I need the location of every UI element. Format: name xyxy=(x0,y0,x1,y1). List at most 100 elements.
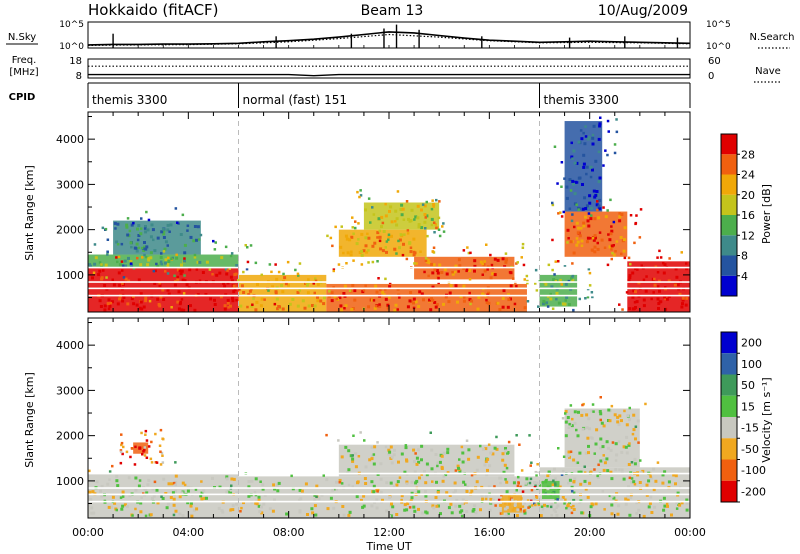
power-scatter-cell xyxy=(406,229,410,232)
power-scatter-cell xyxy=(193,253,197,257)
noise-left-tick-bottom: 10^0 xyxy=(59,42,84,52)
power-cell xyxy=(428,298,431,302)
velocity-cell xyxy=(627,443,631,447)
velocity-scatter-cell xyxy=(359,431,362,434)
power-scatter-cell xyxy=(469,302,472,306)
power-cell xyxy=(487,291,491,295)
power-scatter-cell xyxy=(606,153,609,157)
velocity-cell xyxy=(481,447,485,451)
power-cell xyxy=(431,285,435,289)
power-cell xyxy=(139,292,143,296)
power-scatter-cell xyxy=(591,133,595,137)
power-cell xyxy=(137,224,141,227)
velocity-cell xyxy=(467,448,471,452)
power-cell xyxy=(343,284,347,288)
velocity-scatter-cell xyxy=(153,480,157,484)
velocity-scatter-cell xyxy=(576,461,580,464)
power-cell xyxy=(106,302,110,306)
velocity-scatter-cell xyxy=(505,466,509,470)
velocity-scatter-cell xyxy=(628,442,631,445)
power-cell xyxy=(213,298,216,302)
power-cell xyxy=(163,261,167,265)
velocity-scatter-cell xyxy=(545,478,548,482)
power-scatter-cell xyxy=(159,260,163,263)
velocity-scatter-cell xyxy=(599,396,602,399)
velocity-scatter-cell xyxy=(290,474,293,478)
velocity-cell xyxy=(189,504,193,508)
velocity-cell xyxy=(111,495,115,499)
velocity-cell xyxy=(115,479,119,483)
power-colorbar-tick-label-2: 8 xyxy=(741,250,748,263)
power-cell xyxy=(223,284,227,288)
power-cell xyxy=(549,297,553,301)
power-cell xyxy=(571,279,575,283)
power-cell xyxy=(580,137,584,141)
velocity-scatter-cell xyxy=(583,471,587,474)
velocity-colorbar-swatch xyxy=(721,459,737,481)
velocity-cell xyxy=(610,512,614,516)
velocity-cell xyxy=(672,473,676,477)
power-cell xyxy=(580,239,584,243)
velocity-cell xyxy=(95,480,99,484)
power-cell xyxy=(220,256,224,260)
power-scatter-cell xyxy=(227,306,230,309)
power-cell xyxy=(631,271,635,275)
power-cell xyxy=(189,235,193,239)
power-scatter-cell xyxy=(431,199,434,202)
power-cell xyxy=(591,136,595,140)
power-cell xyxy=(127,256,130,260)
power-cell xyxy=(448,291,452,295)
velocity-cell xyxy=(387,452,391,456)
velocity-cell xyxy=(552,467,556,471)
velocity-scatter-cell xyxy=(298,498,301,502)
velocity-cell xyxy=(449,502,453,506)
power-cell xyxy=(333,295,337,299)
velocity-scatter-cell xyxy=(563,502,566,505)
power-scatter-cell xyxy=(486,268,489,271)
power-scatter-cell xyxy=(134,247,138,250)
velocity-cell xyxy=(674,482,677,486)
velocity-scatter-cell xyxy=(108,478,111,481)
velocity-cell xyxy=(325,478,329,482)
velocity-cell xyxy=(654,479,658,483)
power-cell xyxy=(382,293,386,297)
power-cell xyxy=(483,269,487,273)
velocity-scatter-cell xyxy=(111,464,114,468)
power-scatter-cell xyxy=(614,250,617,253)
velocity-cell xyxy=(474,511,478,515)
power-cell xyxy=(180,263,183,267)
power-cell xyxy=(542,302,545,306)
power-cell xyxy=(412,237,416,241)
velocity-scatter-cell xyxy=(161,461,165,464)
velocity-gap-line xyxy=(88,487,690,489)
velocity-scatter-cell xyxy=(561,417,565,420)
power-cell xyxy=(598,122,602,126)
power-cell xyxy=(585,206,589,210)
noise-right-tick-top: 10^5 xyxy=(706,20,731,30)
velocity-cell xyxy=(624,445,628,449)
velocity-cell xyxy=(379,462,383,466)
power-cell xyxy=(178,302,182,306)
power-scatter-cell xyxy=(354,226,357,230)
power-cell xyxy=(153,282,157,285)
power-cell xyxy=(147,257,150,260)
velocity-cell xyxy=(606,469,610,473)
velocity-cell xyxy=(342,513,346,517)
velocity-cell xyxy=(347,513,351,517)
power-cell xyxy=(594,236,597,240)
velocity-cell xyxy=(91,490,95,494)
noise-left-tick-top: 10^5 xyxy=(59,20,84,30)
velocity-cell xyxy=(379,477,383,481)
power-cell xyxy=(399,208,403,211)
velocity-cell xyxy=(231,508,235,512)
velocity-cell xyxy=(632,413,636,417)
velocity-cell xyxy=(313,498,317,501)
velocity-scatter-cell xyxy=(495,435,498,439)
velocity-cell xyxy=(602,468,606,472)
velocity-scatter-cell xyxy=(630,461,634,464)
power-cell xyxy=(160,230,164,234)
velocity-scatter-cell xyxy=(591,403,595,406)
velocity-cell xyxy=(317,497,321,501)
power-scatter-cell xyxy=(612,244,615,247)
noise-right-label: N.Search xyxy=(749,32,794,43)
